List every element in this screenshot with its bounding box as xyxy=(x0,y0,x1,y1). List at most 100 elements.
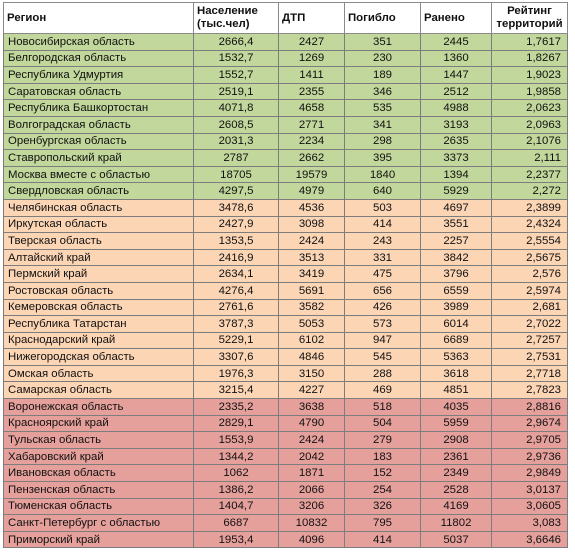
cell-population: 1976,3 xyxy=(193,364,279,383)
cell-population: 4297,5 xyxy=(193,182,279,200)
cell-killed: 795 xyxy=(344,514,421,532)
cell-injured: 2528 xyxy=(420,481,492,499)
cell-killed: 545 xyxy=(344,348,421,366)
cell-region: Хабаровский край xyxy=(3,447,194,466)
cell-accidents: 3513 xyxy=(278,248,345,267)
cell-injured: 3842 xyxy=(420,248,492,267)
cell-accidents: 5053 xyxy=(278,315,345,333)
cell-rating: 2,1076 xyxy=(491,132,568,151)
cell-injured: 6689 xyxy=(420,331,492,350)
cell-rating: 2,7257 xyxy=(491,331,568,350)
cell-killed: 288 xyxy=(344,364,421,383)
cell-region: Белгородская область xyxy=(3,49,194,68)
cell-region: Самарская область xyxy=(3,381,194,400)
cell-injured: 1447 xyxy=(420,66,492,84)
cell-rating: 2,4324 xyxy=(491,215,568,234)
cell-rating: 2,576 xyxy=(491,265,568,283)
table-row: Саратовская область 2519,1 2355 346 2512 1,98… xyxy=(3,82,568,101)
cell-region: Тюменская область xyxy=(3,497,194,516)
cell-accidents: 1871 xyxy=(278,464,345,483)
cell-population: 3478,6 xyxy=(193,198,279,217)
cell-population: 1353,5 xyxy=(193,232,279,250)
cell-population: 1553,9 xyxy=(193,431,279,449)
cell-injured: 1360 xyxy=(420,49,492,68)
table-row: Новосибирская область 2666,4 2427 351 2445 1,… xyxy=(3,33,568,51)
cell-killed: 183 xyxy=(344,447,421,466)
cell-killed: 331 xyxy=(344,248,421,267)
cell-injured: 4169 xyxy=(420,497,492,516)
cell-rating: 3,083 xyxy=(491,514,568,532)
header-row: Регион Население (тыс.чел) ДТП Погибло Р… xyxy=(3,2,568,34)
cell-accidents: 2355 xyxy=(278,82,345,101)
cell-accidents: 2234 xyxy=(278,132,345,151)
cell-accidents: 3150 xyxy=(278,364,345,383)
cell-injured: 3373 xyxy=(420,149,492,167)
cell-injured: 3989 xyxy=(420,298,492,317)
cell-rating: 2,7823 xyxy=(491,381,568,400)
cell-killed: 414 xyxy=(344,530,421,549)
table-row: Приморский край 1953,4 4096 414 5037 3,6646 xyxy=(3,530,568,549)
cell-killed: 152 xyxy=(344,464,421,483)
cell-injured: 6559 xyxy=(420,281,492,300)
cell-rating: 3,0137 xyxy=(491,481,568,499)
table-row: Оренбургская область 2031,3 2234 298 2635 2,1… xyxy=(3,132,568,151)
cell-accidents: 4096 xyxy=(278,530,345,549)
cell-population: 4276,4 xyxy=(193,281,279,300)
cell-killed: 341 xyxy=(344,115,421,134)
table-row: Кемеровская область 2761,6 3582 426 3989 2,68… xyxy=(3,298,568,317)
cell-killed: 254 xyxy=(344,481,421,499)
cell-injured: 2257 xyxy=(420,232,492,250)
cell-accidents: 3638 xyxy=(278,398,345,416)
cell-injured: 3618 xyxy=(420,364,492,383)
cell-injured: 1394 xyxy=(420,165,492,184)
cell-rating: 2,5974 xyxy=(491,281,568,300)
cell-region: Республика Татарстан xyxy=(3,315,194,333)
cell-rating: 2,5675 xyxy=(491,248,568,267)
cell-rating: 2,9705 xyxy=(491,431,568,449)
table-row: Иркутская область 2427,9 3098 414 3551 2,4324 xyxy=(3,215,568,234)
cell-injured: 2635 xyxy=(420,132,492,151)
cell-killed: 298 xyxy=(344,132,421,151)
regions-rating-table: Регион Население (тыс.чел) ДТП Погибло Р… xyxy=(3,2,568,549)
cell-killed: 243 xyxy=(344,232,421,250)
cell-population: 2634,1 xyxy=(193,265,279,283)
cell-population: 4071,8 xyxy=(193,99,279,117)
table-row: Пермский край 2634,1 3419 475 3796 2,576 xyxy=(3,265,568,283)
cell-region: Волгоградская область xyxy=(3,115,194,134)
cell-population: 1404,7 xyxy=(193,497,279,516)
cell-population: 3787,3 xyxy=(193,315,279,333)
cell-accidents: 3098 xyxy=(278,215,345,234)
cell-population: 1953,4 xyxy=(193,530,279,549)
cell-population: 2761,6 xyxy=(193,298,279,317)
table-row: Республика Удмуртия 1552,7 1411 189 1447 1,90… xyxy=(3,66,568,84)
table-row: Республика Татарстан 3787,3 5053 573 6014 2,7… xyxy=(3,315,568,333)
cell-accidents: 2424 xyxy=(278,431,345,449)
cell-killed: 395 xyxy=(344,149,421,167)
cell-population: 3215,4 xyxy=(193,381,279,400)
cell-rating: 2,0623 xyxy=(491,99,568,117)
cell-region: Оренбургская область xyxy=(3,132,194,151)
cell-rating: 3,6646 xyxy=(491,530,568,549)
cell-killed: 947 xyxy=(344,331,421,350)
table-row: Пензенская область 1386,2 2066 254 2528 3,013… xyxy=(3,481,568,499)
cell-injured: 3796 xyxy=(420,265,492,283)
cell-population: 2608,5 xyxy=(193,115,279,134)
cell-accidents: 4536 xyxy=(278,198,345,217)
cell-region: Ростовская область xyxy=(3,281,194,300)
cell-killed: 346 xyxy=(344,82,421,101)
header-region: Регион xyxy=(3,2,194,34)
cell-population: 3307,6 xyxy=(193,348,279,366)
cell-region: Пензенская область xyxy=(3,481,194,499)
table-row: Ростовская область 4276,4 5691 656 6559 2,597… xyxy=(3,281,568,300)
header-rating: Рейтинг территорий xyxy=(491,2,568,34)
cell-injured: 5037 xyxy=(420,530,492,549)
cell-region: Кемеровская область xyxy=(3,298,194,317)
cell-injured: 5929 xyxy=(420,182,492,200)
cell-injured: 4035 xyxy=(420,398,492,416)
cell-accidents: 2662 xyxy=(278,149,345,167)
cell-accidents: 5691 xyxy=(278,281,345,300)
cell-injured: 2908 xyxy=(420,431,492,449)
cell-injured: 2361 xyxy=(420,447,492,466)
cell-region: Челябинская область xyxy=(3,198,194,217)
cell-region: Приморский край xyxy=(3,530,194,549)
